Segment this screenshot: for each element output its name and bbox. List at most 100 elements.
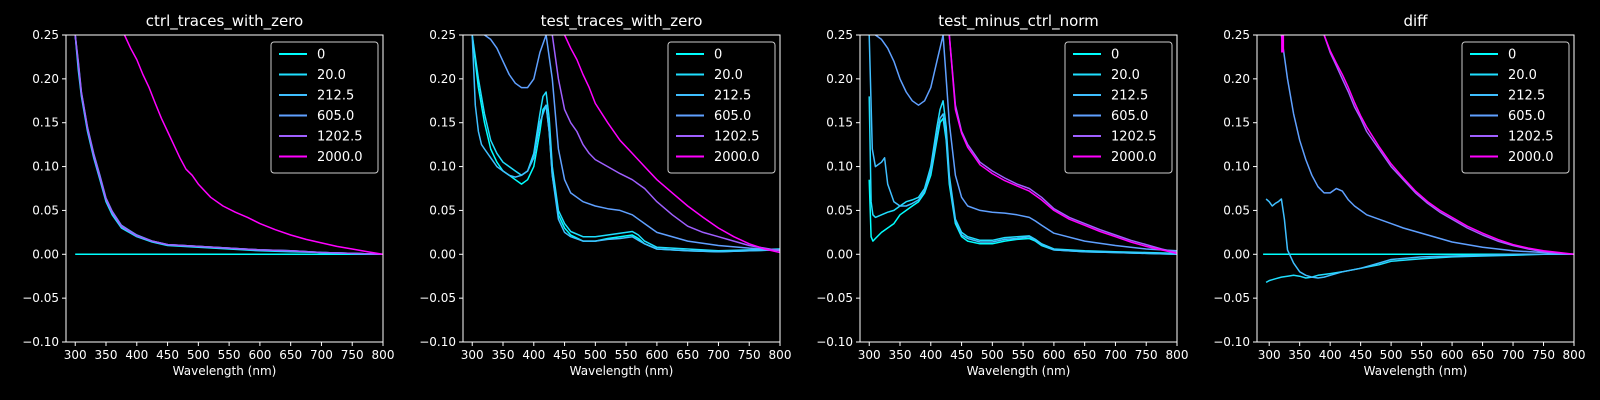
plot-area (868, 35, 1177, 256)
series-line-20.0 (1265, 253, 1574, 284)
axes-frame (462, 34, 781, 343)
x-tick-label: 750 (1532, 348, 1555, 362)
y-tick-label: 0.05 (429, 203, 456, 217)
y-tick-label: 0.10 (1223, 160, 1250, 174)
legend: 0 20.0 212.5 605.0 1202.5 2000.0 (1461, 41, 1570, 174)
series-line-605.0 (484, 35, 780, 251)
x-tick-label: 500 (584, 348, 607, 362)
legend-label: 605.0 (317, 109, 354, 124)
x-tick-label: 400 (1319, 348, 1342, 362)
x-tick-label: 450 (950, 348, 973, 362)
series-line-212.5 (1265, 198, 1574, 279)
x-tick-label: 400 (125, 348, 148, 362)
legend-label: 20.0 (1111, 68, 1140, 83)
series-line-1202.5 (948, 35, 1177, 254)
legend-label: 212.5 (317, 89, 354, 104)
y-tick-label: 0.15 (826, 116, 853, 130)
legend-label: 20.0 (714, 68, 743, 83)
x-tick-label: 700 (310, 348, 333, 362)
x-tick-label: 600 (248, 348, 271, 362)
chart-title: test_minus_ctrl_norm (938, 12, 1099, 31)
legend-label: 0 (1508, 48, 1516, 63)
y-tick-label: 0.05 (1223, 203, 1250, 217)
x-tick-label: 650 (676, 348, 699, 362)
legend-label: 212.5 (1508, 89, 1545, 104)
legend: 0 20.0 212.5 605.0 1202.5 2000.0 (667, 41, 776, 174)
x-tick-label: 600 (645, 348, 668, 362)
chart-2: test_traces_with_zero 300 350 400 450 500 550 6… (419, 12, 791, 378)
legend-label: 2000.0 (1111, 150, 1157, 165)
x-tick-label: 450 (553, 348, 576, 362)
series-line-212.5 (868, 35, 1177, 256)
legend-label: 605.0 (1111, 109, 1148, 124)
x-tick-label: 550 (218, 348, 241, 362)
x-tick-label: 500 (187, 348, 210, 362)
x-tick-label: 750 (341, 348, 364, 362)
x-tick-label: 300 (461, 348, 484, 362)
legend-label: 605.0 (1508, 109, 1545, 124)
legend-label: 0 (1111, 48, 1119, 63)
axes-frame (1256, 34, 1575, 343)
axes-frame (65, 34, 384, 343)
series-line-212.5 (471, 35, 780, 253)
y-tick-label: 0.10 (32, 160, 59, 174)
y-tick-label: −0.05 (816, 291, 853, 305)
y-tick-label: 0.20 (1223, 72, 1250, 86)
x-tick-label: 550 (615, 348, 638, 362)
y-tick-label: −0.10 (1213, 335, 1250, 349)
y-tick-label: 0.00 (32, 247, 59, 261)
y-tick-label: 0.05 (32, 203, 59, 217)
x-axis-label: Wavelength (nm) (173, 364, 277, 378)
x-axis-label: Wavelength (nm) (967, 364, 1071, 378)
series-line-1202.5 (1323, 35, 1574, 256)
legend-label: 1202.5 (1111, 130, 1157, 145)
x-tick-label: 500 (981, 348, 1004, 362)
x-tick-label: 750 (738, 348, 761, 362)
x-axis-label: Wavelength (nm) (1364, 364, 1468, 378)
legend-label: 212.5 (1111, 89, 1148, 104)
legend: 0 20.0 212.5 605.0 1202.5 2000.0 (1064, 41, 1173, 174)
x-tick-label: 800 (1563, 348, 1586, 362)
legend-label: 2000.0 (1508, 150, 1554, 165)
x-tick-label: 700 (707, 348, 730, 362)
x-tick-label: 350 (492, 348, 515, 362)
y-tick-label: 0.00 (826, 247, 853, 261)
plot-area (1263, 35, 1574, 284)
chart-3: test_minus_ctrl_norm 300 350 400 450 500 550 60… (816, 12, 1188, 378)
plot-area (471, 35, 780, 254)
y-tick-label: 0.15 (429, 116, 456, 130)
x-tick-label: 500 (1380, 348, 1403, 362)
x-tick-label: 600 (1441, 348, 1464, 362)
y-tick-label: 0.00 (1223, 247, 1250, 261)
x-tick-label: 650 (279, 348, 302, 362)
x-tick-label: 450 (1349, 348, 1372, 362)
x-tick-label: 650 (1471, 348, 1494, 362)
x-tick-label: 400 (919, 348, 942, 362)
x-tick-label: 300 (858, 348, 881, 362)
series-line-1202.5 (551, 35, 780, 252)
y-tick-label: 0.15 (1223, 116, 1250, 130)
series-line-605.0 (874, 35, 1177, 252)
legend-label: 0 (317, 48, 325, 63)
y-tick-label: −0.05 (22, 291, 59, 305)
y-tick-label: 0.10 (429, 160, 456, 174)
y-tick-label: 0.05 (826, 203, 853, 217)
x-tick-label: 800 (769, 348, 792, 362)
y-tick-label: 0.20 (429, 72, 456, 86)
y-tick-label: 0.25 (429, 28, 456, 42)
y-tick-label: −0.05 (419, 291, 456, 305)
y-tick-label: −0.05 (1213, 291, 1250, 305)
x-tick-label: 800 (1166, 348, 1189, 362)
series-line-2000.0 (123, 35, 383, 256)
x-tick-label: 750 (1135, 348, 1158, 362)
chart-title: test_traces_with_zero (541, 12, 703, 31)
x-tick-label: 450 (156, 348, 179, 362)
legend-label: 212.5 (714, 89, 751, 104)
axes-frame (859, 34, 1178, 343)
y-tick-label: 0.25 (1223, 28, 1250, 42)
legend-label: 1202.5 (714, 130, 760, 145)
y-tick-label: −0.10 (816, 335, 853, 349)
chart-title: diff (1403, 12, 1428, 30)
series-line-2000.0 (948, 35, 1177, 255)
